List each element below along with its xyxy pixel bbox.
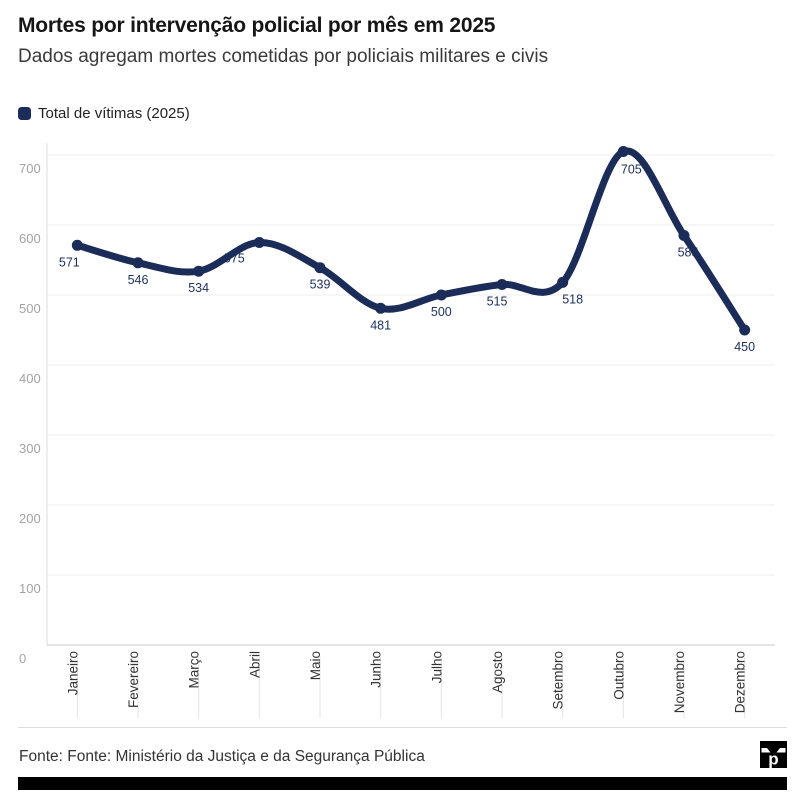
y-tick-label: 0 [19,651,26,666]
data-point-label: 585 [678,246,699,260]
data-point-label: 546 [128,273,149,287]
chart-title: Mortes por intervenção policial por mês … [18,14,496,37]
y-tick-label: 400 [19,371,41,386]
x-category-label: Outubro [611,651,626,700]
y-tick-label: 700 [19,161,41,176]
logo-letter: p [768,750,778,769]
data-point-label: 518 [562,292,583,306]
data-point-marker [375,302,387,314]
legend-swatch-icon [18,107,31,120]
data-point-marker [314,262,326,274]
x-category-label: Março [187,651,202,689]
data-point-marker [435,289,447,301]
data-point-marker [71,239,83,251]
legend: Total de vítimas (2025) [18,105,190,122]
legend-label: Total de vítimas (2025) [38,105,190,122]
data-point-label: 481 [370,318,391,332]
data-point-marker [132,257,144,269]
data-point-marker [739,324,751,336]
y-tick-label: 200 [19,511,41,526]
y-tick-label: 500 [19,301,41,316]
chart-subtitle: Dados agregam mortes cometidas por polic… [18,46,549,67]
footer: Fonte: Fonte: Ministério da Justiça e da… [18,727,787,778]
data-point-marker [678,230,690,241]
x-category-label: Maio [308,651,323,680]
poder360-logo-icon: p [760,741,787,768]
data-point-label: 534 [188,281,209,295]
x-category-label: Junho [369,651,384,688]
x-category-label: Dezembro [733,651,748,713]
x-category-label: Abril [247,651,262,678]
y-tick-label: 100 [19,581,41,596]
data-point-label: 515 [487,295,508,309]
x-category-label: Novembro [672,651,687,713]
x-category-label: Julho [429,651,444,683]
line-chart: 0 100 200 300 400 500 600 700 Janeiro Fevereiro Ma… [19,143,775,718]
data-point-marker [253,237,265,248]
x-category-label: Janeiro [65,651,80,695]
data-point-label: 575 [224,252,245,266]
data-point-label: 539 [310,278,331,292]
data-point-marker [496,279,508,290]
source-text: Fonte: Fonte: Ministério da Justiça e da… [19,748,425,765]
data-point-label: 500 [431,305,452,319]
series-line [73,147,749,334]
x-category-label: Setembro [551,651,566,710]
x-category-label: Agosto [490,651,505,693]
y-tick-label: 300 [19,441,41,456]
y-tick-label: 600 [19,231,41,246]
x-category-label: Fevereiro [126,651,141,708]
data-point-marker [617,146,629,157]
logo-roof [767,748,780,753]
bottom-black-bar [18,777,787,790]
data-point-label: 705 [621,163,642,177]
data-point-marker [193,265,205,277]
data-point-marker [557,276,569,288]
data-point-label: 450 [734,340,755,354]
logo-square [760,741,787,768]
data-point-label: 571 [59,255,80,269]
